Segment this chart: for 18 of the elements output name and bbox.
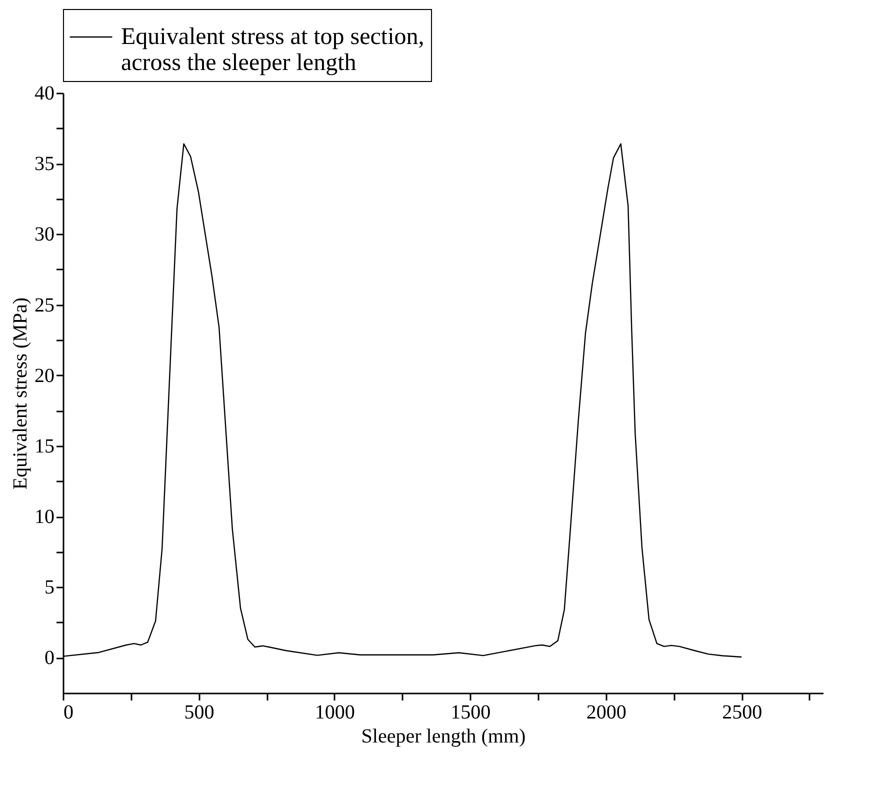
y-tick-label: 10: [34, 506, 54, 528]
x-tick-label: 500: [184, 702, 214, 724]
x-tick-label: 1500: [450, 702, 491, 724]
y-tick-label: 30: [34, 224, 54, 246]
y-tick-label: 40: [34, 82, 54, 104]
y-tick-label: 0: [44, 647, 54, 670]
y-tick-label: 20: [34, 364, 54, 387]
y-tick-label: 15: [34, 435, 54, 458]
x-axis-title: Sleeper length (mm): [361, 726, 526, 748]
y-tick-label: 35: [34, 153, 54, 176]
y-axis-title: Equivalent stress (MPa): [10, 297, 32, 490]
legend-label: Equivalent stress at top section, across the sleeper length: [121, 24, 424, 76]
y-tick-label: 25: [34, 294, 54, 316]
x-tick-label: 2500: [722, 702, 762, 724]
x-tick-label: 1000: [314, 702, 355, 724]
x-tick-label: 2000: [586, 702, 626, 724]
x-tick-label: 0: [64, 702, 74, 724]
y-tick-label: 5: [44, 576, 54, 599]
